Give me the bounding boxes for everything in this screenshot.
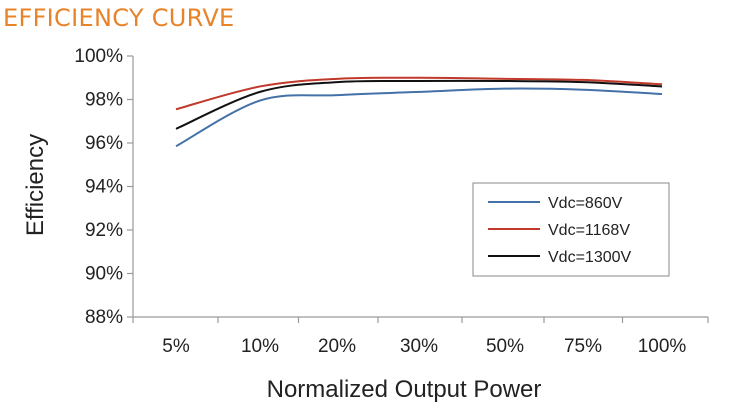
y-axis-title-group: Efficiency [22,134,49,236]
y-tick-label: 100% [74,46,123,67]
chart-title: EFFICIENCY CURVE [3,4,235,32]
x-tick-label: 5% [162,336,190,357]
series-lines [175,76,663,148]
x-tick-label: 50% [486,336,524,357]
x-tick-label: 30% [400,336,438,357]
y-tick-label: 98% [85,90,123,111]
x-tick-label: 100% [638,336,687,357]
y-tick-label: 90% [85,264,123,285]
x-tick-label: 10% [241,336,279,357]
legend: Vdc=860V Vdc=1168V Vdc=1300V [472,182,670,277]
series-line-1 [175,87,663,148]
series-line-2 [175,76,663,111]
series-line-3 [175,79,663,130]
legend-label: Vdc=860V [548,195,623,212]
x-tick-label: 20% [318,336,356,357]
y-tick-label: 92% [85,220,123,241]
legend-label: Vdc=1168V [548,222,630,239]
y-tick-label: 96% [85,133,123,154]
tick-labels: 88% 90% 92% 94% 96% 98% 100% 5% 10% 20% 30% 50% 75% 1… [74,46,709,357]
x-axis-title: Normalized Output Power [267,376,542,403]
y-tick-label: 94% [85,177,123,198]
x-tick-label: 75% [564,336,602,357]
legend-label: Vdc=1300V [548,249,632,266]
y-axis-title: Efficiency [22,134,49,236]
y-tick-label: 88% [85,307,123,328]
